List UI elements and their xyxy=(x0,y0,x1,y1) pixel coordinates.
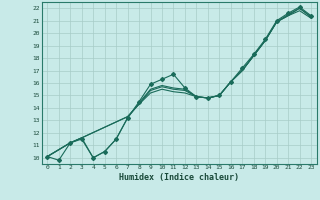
X-axis label: Humidex (Indice chaleur): Humidex (Indice chaleur) xyxy=(119,173,239,182)
